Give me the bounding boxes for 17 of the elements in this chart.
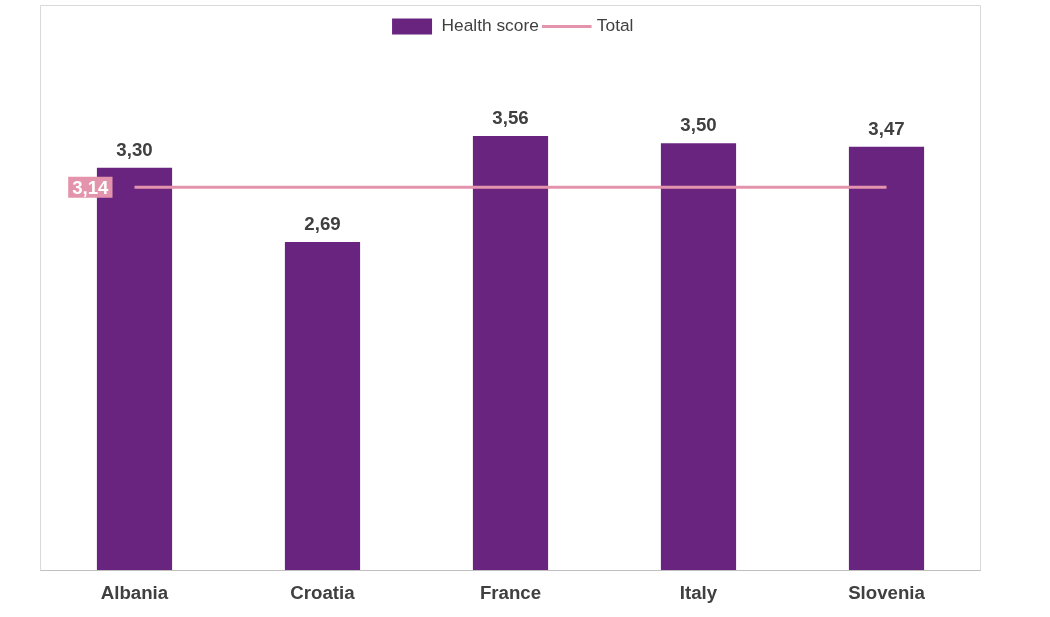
bar — [284, 242, 361, 571]
x-tick-label: Albania — [100, 581, 169, 603]
x-tick-label: France — [479, 581, 542, 603]
data-label: 3,56 — [492, 106, 529, 128]
legend-label: Total — [596, 15, 634, 36]
legend-label: Health score — [441, 15, 539, 36]
x-tick-label: Croatia — [290, 581, 356, 603]
data-label: 3,50 — [680, 114, 717, 136]
bar — [660, 143, 737, 571]
data-label: 3,14 — [72, 176, 110, 198]
x-tick-label: Italy — [679, 581, 718, 603]
data-label: 2,69 — [304, 213, 341, 235]
data-label: 3,47 — [868, 117, 905, 139]
data-label: 3,30 — [116, 138, 153, 160]
bar — [472, 135, 549, 571]
bar — [848, 146, 925, 571]
x-tick-label: Slovenia — [848, 581, 926, 603]
